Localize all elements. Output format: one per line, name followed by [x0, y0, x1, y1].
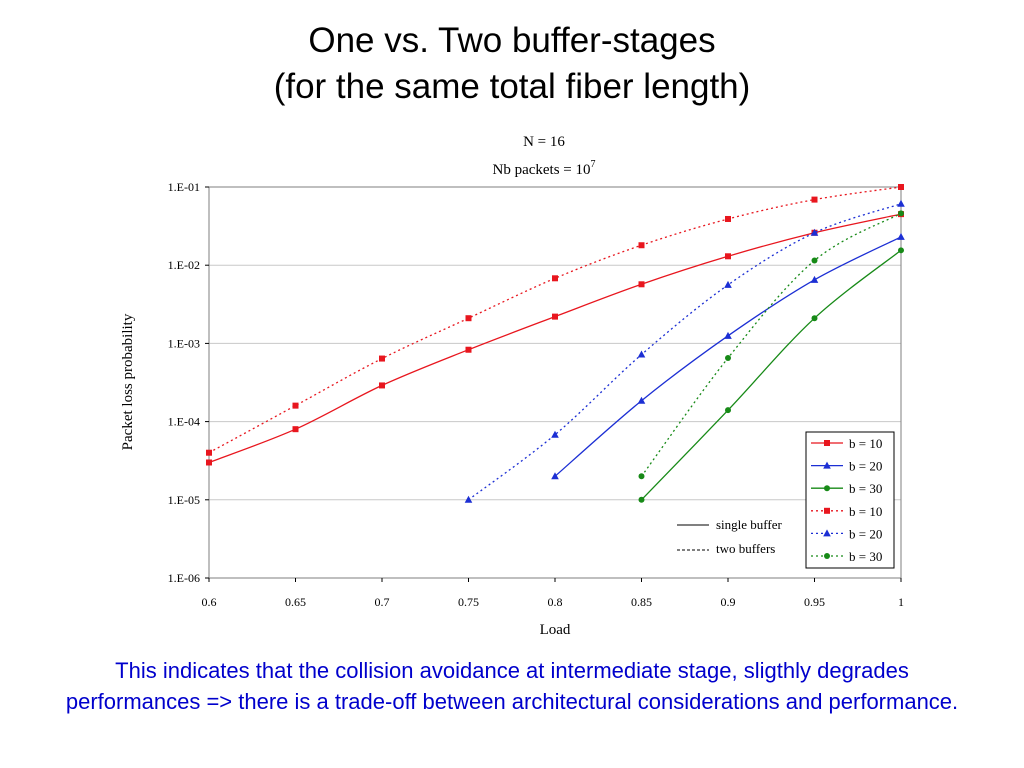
- chart-title: N = 16: [523, 134, 565, 150]
- data-point: [465, 315, 472, 322]
- series-single-buffer-b10: [206, 211, 904, 466]
- data-point: [811, 315, 818, 322]
- legend-label: b = 30: [849, 549, 882, 564]
- data-point: [637, 350, 646, 358]
- legend-marker: [823, 461, 831, 469]
- legend-marker: [824, 440, 830, 446]
- legend-label: b = 20: [849, 526, 882, 541]
- y-tick-label: 1.E-05: [168, 493, 200, 507]
- x-tick-label: 0.8: [548, 595, 563, 609]
- chart-subtitle: Nb packets = 107: [492, 159, 595, 178]
- x-tick-label: 0.95: [804, 595, 825, 609]
- x-tick-label: 0.6: [202, 595, 217, 609]
- data-point: [725, 407, 731, 414]
- slide-title-line-1: One vs. Two buffer-stages: [308, 21, 716, 60]
- y-tick-label: 1.E-03: [168, 336, 200, 350]
- data-point: [897, 232, 905, 240]
- chart-subtitle-exponent: 7: [591, 159, 596, 170]
- data-point: [898, 184, 904, 190]
- data-point: [638, 281, 645, 288]
- line-style-notes: single buffer two buffers: [677, 517, 782, 556]
- legend-label: b = 20: [849, 459, 882, 474]
- data-point: [810, 228, 819, 236]
- data-point: [292, 426, 299, 433]
- x-tick-label: 0.85: [631, 595, 652, 609]
- x-tick-label: 0.7: [375, 595, 390, 609]
- series-single-buffer-b30: [638, 247, 904, 503]
- data-point: [811, 257, 818, 264]
- series-line: [468, 203, 902, 501]
- data-point: [379, 355, 385, 362]
- series-line: [641, 249, 902, 501]
- y-tick-label: 1.E-01: [168, 180, 200, 194]
- data-point: [552, 313, 558, 320]
- data-point: [379, 382, 385, 389]
- series-single-buffer-b20: [551, 232, 905, 480]
- series-line: [640, 212, 902, 477]
- data-point: [810, 275, 819, 283]
- data-point: [725, 253, 731, 260]
- data-point: [725, 355, 731, 362]
- data-point: [206, 459, 212, 466]
- y-axis-label: Packet loss probability: [120, 313, 136, 450]
- x-tick-label: 1: [898, 595, 904, 609]
- x-tick-label: 0.75: [458, 595, 479, 609]
- x-axis-label: Load: [540, 622, 571, 638]
- legend-marker: [824, 507, 830, 514]
- series-two-buffers-b20: [464, 199, 905, 503]
- data-point: [206, 449, 212, 456]
- data-point: [638, 473, 645, 480]
- x-tick-label: 0.65: [285, 595, 306, 609]
- data-point: [292, 402, 299, 409]
- y-tick-label: 1.E-06: [168, 571, 200, 585]
- legend-label: b = 10: [849, 504, 882, 519]
- data-point: [724, 280, 732, 288]
- series-two-buffers-b10: [206, 184, 904, 456]
- series-line: [208, 213, 902, 464]
- series-layer: [206, 184, 905, 503]
- legend-label: b = 30: [849, 481, 882, 496]
- data-point: [552, 275, 558, 282]
- legend: b = 10 b = 20 b = 30 b = 10 b = 20 b = 30: [805, 431, 895, 569]
- data-point: [638, 496, 645, 503]
- data-point: [464, 495, 473, 503]
- legend-marker: [824, 553, 830, 559]
- chart-subtitle-base: Nb packets = 10: [492, 162, 590, 178]
- data-point: [551, 430, 559, 438]
- data-point: [465, 346, 472, 353]
- data-point: [724, 331, 732, 339]
- x-tick-label: 0.9: [721, 595, 736, 609]
- two-buffers-label: two buffers: [716, 541, 775, 556]
- slide-title: One vs. Two buffer-stages (for the same …: [0, 18, 1024, 110]
- legend-label: b = 10: [849, 436, 882, 451]
- chart: N = 16 Nb packets = 107 1.E-011.E-021.E-…: [120, 134, 905, 638]
- data-point: [725, 215, 731, 222]
- data-point: [637, 396, 646, 404]
- data-point: [898, 210, 904, 217]
- data-point: [897, 199, 905, 207]
- legend-box: [805, 431, 895, 569]
- y-tick-label: 1.E-04: [168, 415, 200, 429]
- data-point: [811, 196, 818, 203]
- legend-items: b = 10 b = 20 b = 30 b = 10 b = 20 b = 30: [811, 436, 882, 564]
- series-two-buffers-b30: [638, 210, 904, 480]
- axis-ticks: 1.E-01 1.E-02 1.E-03 1.E-04 1.E-05 1.E-060.6 0…: [168, 180, 904, 609]
- data-point: [551, 472, 559, 480]
- data-point: [638, 242, 645, 249]
- series-line: [208, 186, 902, 454]
- legend-marker: [823, 529, 831, 537]
- plot-area-frame: [208, 186, 902, 579]
- legend-marker: [824, 485, 830, 492]
- single-buffer-label: single buffer: [716, 517, 782, 532]
- caption: This indicates that the collision avoida…: [65, 658, 959, 714]
- grid: [209, 264, 901, 501]
- slide-title-line-2: (for the same total fiber length): [273, 67, 751, 106]
- y-tick-label: 1.E-02: [168, 258, 200, 272]
- data-point: [898, 247, 904, 254]
